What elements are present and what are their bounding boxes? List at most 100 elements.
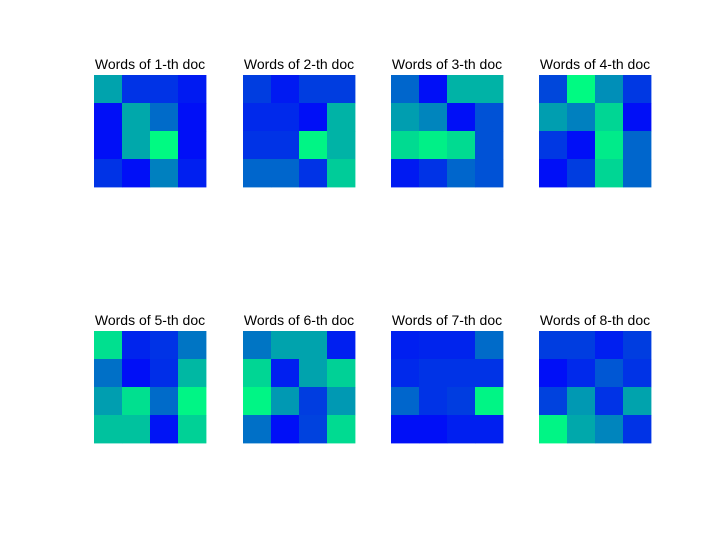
heatmap-cell: [299, 103, 328, 132]
heatmap-cell: [391, 131, 420, 160]
heatmap-cell: [122, 331, 151, 360]
heatmap-cell: [94, 159, 123, 188]
heatmap-cell: [623, 415, 652, 444]
heatmap-cell: [539, 359, 568, 388]
heatmap-cell: [447, 75, 476, 104]
heatmap-cell: [623, 331, 652, 360]
panel-title: Words of 3-th doc: [392, 56, 502, 72]
heatmap-cell: [539, 415, 568, 444]
panel-title: Words of 7-th doc: [392, 312, 502, 328]
heatmap-cell: [122, 359, 151, 388]
heatmap-cell: [539, 387, 568, 416]
heatmap-cell: [299, 131, 328, 160]
heatmap-cell: [623, 103, 652, 132]
heatmap-cell: [595, 359, 624, 388]
heatmap-cell: [178, 415, 207, 444]
heatmap-cell: [122, 103, 151, 132]
heatmap-cell: [327, 359, 356, 388]
heatmap-cell: [447, 331, 476, 360]
panel-title: Words of 6-th doc: [244, 312, 354, 328]
heatmap-panel-7: Words of 7-th doc: [391, 312, 504, 444]
heatmap-cell: [595, 387, 624, 416]
heatmap-cell: [327, 415, 356, 444]
panel-title: Words of 2-th doc: [244, 56, 354, 72]
heatmap-cell: [327, 131, 356, 160]
heatmap-cell: [475, 331, 504, 360]
heatmap-cell: [595, 159, 624, 188]
heatmap-cell: [391, 103, 420, 132]
heatmap-cell: [567, 359, 596, 388]
heatmap-cell: [94, 415, 123, 444]
heatmap-cell: [243, 331, 272, 360]
heatmap-cell: [150, 387, 179, 416]
heatmap-cell: [178, 103, 207, 132]
heatmap-cell: [299, 387, 328, 416]
heatmap-cell: [567, 75, 596, 104]
heatmap-panel-3: Words of 3-th doc: [391, 56, 504, 188]
heatmap-cell: [475, 75, 504, 104]
heatmap-cell: [327, 159, 356, 188]
heatmap-panel-4: Words of 4-th doc: [539, 56, 652, 188]
heatmap-cell: [94, 131, 123, 160]
heatmap-cell: [391, 159, 420, 188]
heatmap-cell: [178, 359, 207, 388]
heatmap-cell: [178, 331, 207, 360]
heatmap-cell: [539, 75, 568, 104]
heatmap-cell: [243, 103, 272, 132]
heatmap-cell: [623, 387, 652, 416]
heatmap-cell: [447, 159, 476, 188]
heatmap-cell: [327, 387, 356, 416]
heatmap-cell: [475, 387, 504, 416]
heatmap-cell: [623, 131, 652, 160]
heatmap-cell: [567, 387, 596, 416]
heatmap-cell: [271, 387, 300, 416]
heatmap-cell: [567, 159, 596, 188]
heatmap-cell: [178, 387, 207, 416]
heatmap-cell: [539, 131, 568, 160]
heatmap-cell: [271, 331, 300, 360]
heatmap-cell: [271, 415, 300, 444]
heatmap-cell: [243, 387, 272, 416]
heatmap-cell: [150, 103, 179, 132]
heatmap-cell: [243, 131, 272, 160]
heatmap-cell: [447, 387, 476, 416]
heatmap-cell: [243, 75, 272, 104]
heatmap-panel-2: Words of 2-th doc: [243, 56, 356, 188]
heatmap-cell: [419, 331, 448, 360]
heatmap-cell: [271, 359, 300, 388]
heatmap-cell: [122, 387, 151, 416]
heatmap-cell: [243, 415, 272, 444]
heatmap-cell: [271, 103, 300, 132]
heatmap-cell: [623, 159, 652, 188]
heatmap-cell: [595, 415, 624, 444]
heatmap-cell: [122, 415, 151, 444]
heatmap-cell: [475, 415, 504, 444]
heatmap-panel-1: Words of 1-th doc: [94, 56, 207, 188]
heatmap-cell: [391, 359, 420, 388]
heatmap-cell: [447, 359, 476, 388]
heatmap-cell: [327, 75, 356, 104]
heatmap-cell: [447, 415, 476, 444]
heatmap-cell: [419, 415, 448, 444]
heatmap-cell: [178, 159, 207, 188]
heatmap-cell: [150, 159, 179, 188]
heatmap-cell: [327, 331, 356, 360]
heatmap-cell: [623, 75, 652, 104]
heatmap-cell: [299, 359, 328, 388]
heatmap-cell: [94, 75, 123, 104]
panel-title: Words of 8-th doc: [540, 312, 650, 328]
heatmap-cell: [419, 159, 448, 188]
heatmap-cell: [567, 131, 596, 160]
heatmap-cell: [391, 331, 420, 360]
heatmap-cell: [539, 103, 568, 132]
heatmap-cell: [122, 131, 151, 160]
heatmap-cell: [150, 359, 179, 388]
heatmap-cell: [419, 103, 448, 132]
heatmap-cell: [475, 359, 504, 388]
heatmap-cell: [243, 359, 272, 388]
heatmap-cell: [150, 331, 179, 360]
heatmap-cell: [122, 75, 151, 104]
panel-title: Words of 4-th doc: [540, 56, 650, 72]
heatmap-cell: [243, 159, 272, 188]
